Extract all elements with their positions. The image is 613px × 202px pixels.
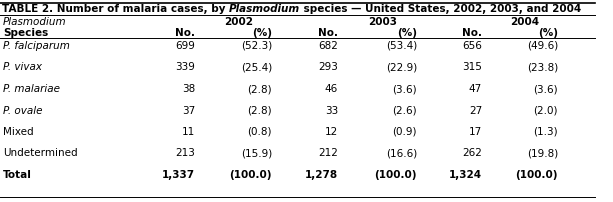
Text: (53.4): (53.4) — [386, 41, 417, 51]
Text: No.: No. — [318, 28, 338, 38]
Text: P. malariae: P. malariae — [3, 84, 60, 94]
Text: Undetermined: Undetermined — [3, 148, 78, 159]
Text: 1,278: 1,278 — [305, 170, 338, 180]
Text: TABLE 2. Number of malaria cases, by: TABLE 2. Number of malaria cases, by — [2, 4, 229, 14]
Text: 262: 262 — [462, 148, 482, 159]
Text: 682: 682 — [318, 41, 338, 51]
Text: (2.8): (2.8) — [248, 105, 272, 116]
Text: Species: Species — [3, 28, 48, 38]
Text: No.: No. — [175, 28, 195, 38]
Text: 11: 11 — [181, 127, 195, 137]
Text: (19.8): (19.8) — [527, 148, 558, 159]
Text: 17: 17 — [469, 127, 482, 137]
Text: (100.0): (100.0) — [229, 170, 272, 180]
Text: Mixed: Mixed — [3, 127, 34, 137]
Text: (2.6): (2.6) — [392, 105, 417, 116]
Text: (0.9): (0.9) — [392, 127, 417, 137]
Text: (15.9): (15.9) — [241, 148, 272, 159]
Text: (3.6): (3.6) — [533, 84, 558, 94]
Text: (49.6): (49.6) — [527, 41, 558, 51]
Text: 656: 656 — [462, 41, 482, 51]
Text: (22.9): (22.9) — [386, 62, 417, 73]
Text: (%): (%) — [397, 28, 417, 38]
Text: 339: 339 — [175, 62, 195, 73]
Text: 1,337: 1,337 — [162, 170, 195, 180]
Text: 293: 293 — [318, 62, 338, 73]
Text: 1,324: 1,324 — [449, 170, 482, 180]
Text: 2003: 2003 — [368, 17, 397, 27]
Text: P. ovale: P. ovale — [3, 105, 42, 116]
Text: (52.3): (52.3) — [241, 41, 272, 51]
Text: (100.0): (100.0) — [516, 170, 558, 180]
Text: 12: 12 — [325, 127, 338, 137]
Text: (100.0): (100.0) — [375, 170, 417, 180]
Text: P. falciparum: P. falciparum — [3, 41, 70, 51]
Text: (%): (%) — [538, 28, 558, 38]
Text: 38: 38 — [181, 84, 195, 94]
Text: (16.6): (16.6) — [386, 148, 417, 159]
Text: (%): (%) — [252, 28, 272, 38]
Text: (23.8): (23.8) — [527, 62, 558, 73]
Text: (25.4): (25.4) — [241, 62, 272, 73]
Text: Plasmodium: Plasmodium — [3, 17, 67, 27]
Text: (3.6): (3.6) — [392, 84, 417, 94]
Text: (2.0): (2.0) — [533, 105, 558, 116]
Text: Plasmodium: Plasmodium — [229, 4, 300, 14]
Text: 2002: 2002 — [224, 17, 253, 27]
Text: 37: 37 — [181, 105, 195, 116]
Text: No.: No. — [462, 28, 482, 38]
Text: 27: 27 — [469, 105, 482, 116]
Text: (1.3): (1.3) — [533, 127, 558, 137]
Text: 46: 46 — [325, 84, 338, 94]
Text: 212: 212 — [318, 148, 338, 159]
Text: 213: 213 — [175, 148, 195, 159]
Text: 47: 47 — [469, 84, 482, 94]
Text: P. vivax: P. vivax — [3, 62, 42, 73]
Text: (2.8): (2.8) — [248, 84, 272, 94]
Text: (0.8): (0.8) — [248, 127, 272, 137]
Text: 2004: 2004 — [511, 17, 539, 27]
Text: species — United States, 2002, 2003, and 2004: species — United States, 2002, 2003, and… — [300, 4, 582, 14]
Text: 315: 315 — [462, 62, 482, 73]
Text: 699: 699 — [175, 41, 195, 51]
Text: Total: Total — [3, 170, 32, 180]
Text: 33: 33 — [325, 105, 338, 116]
